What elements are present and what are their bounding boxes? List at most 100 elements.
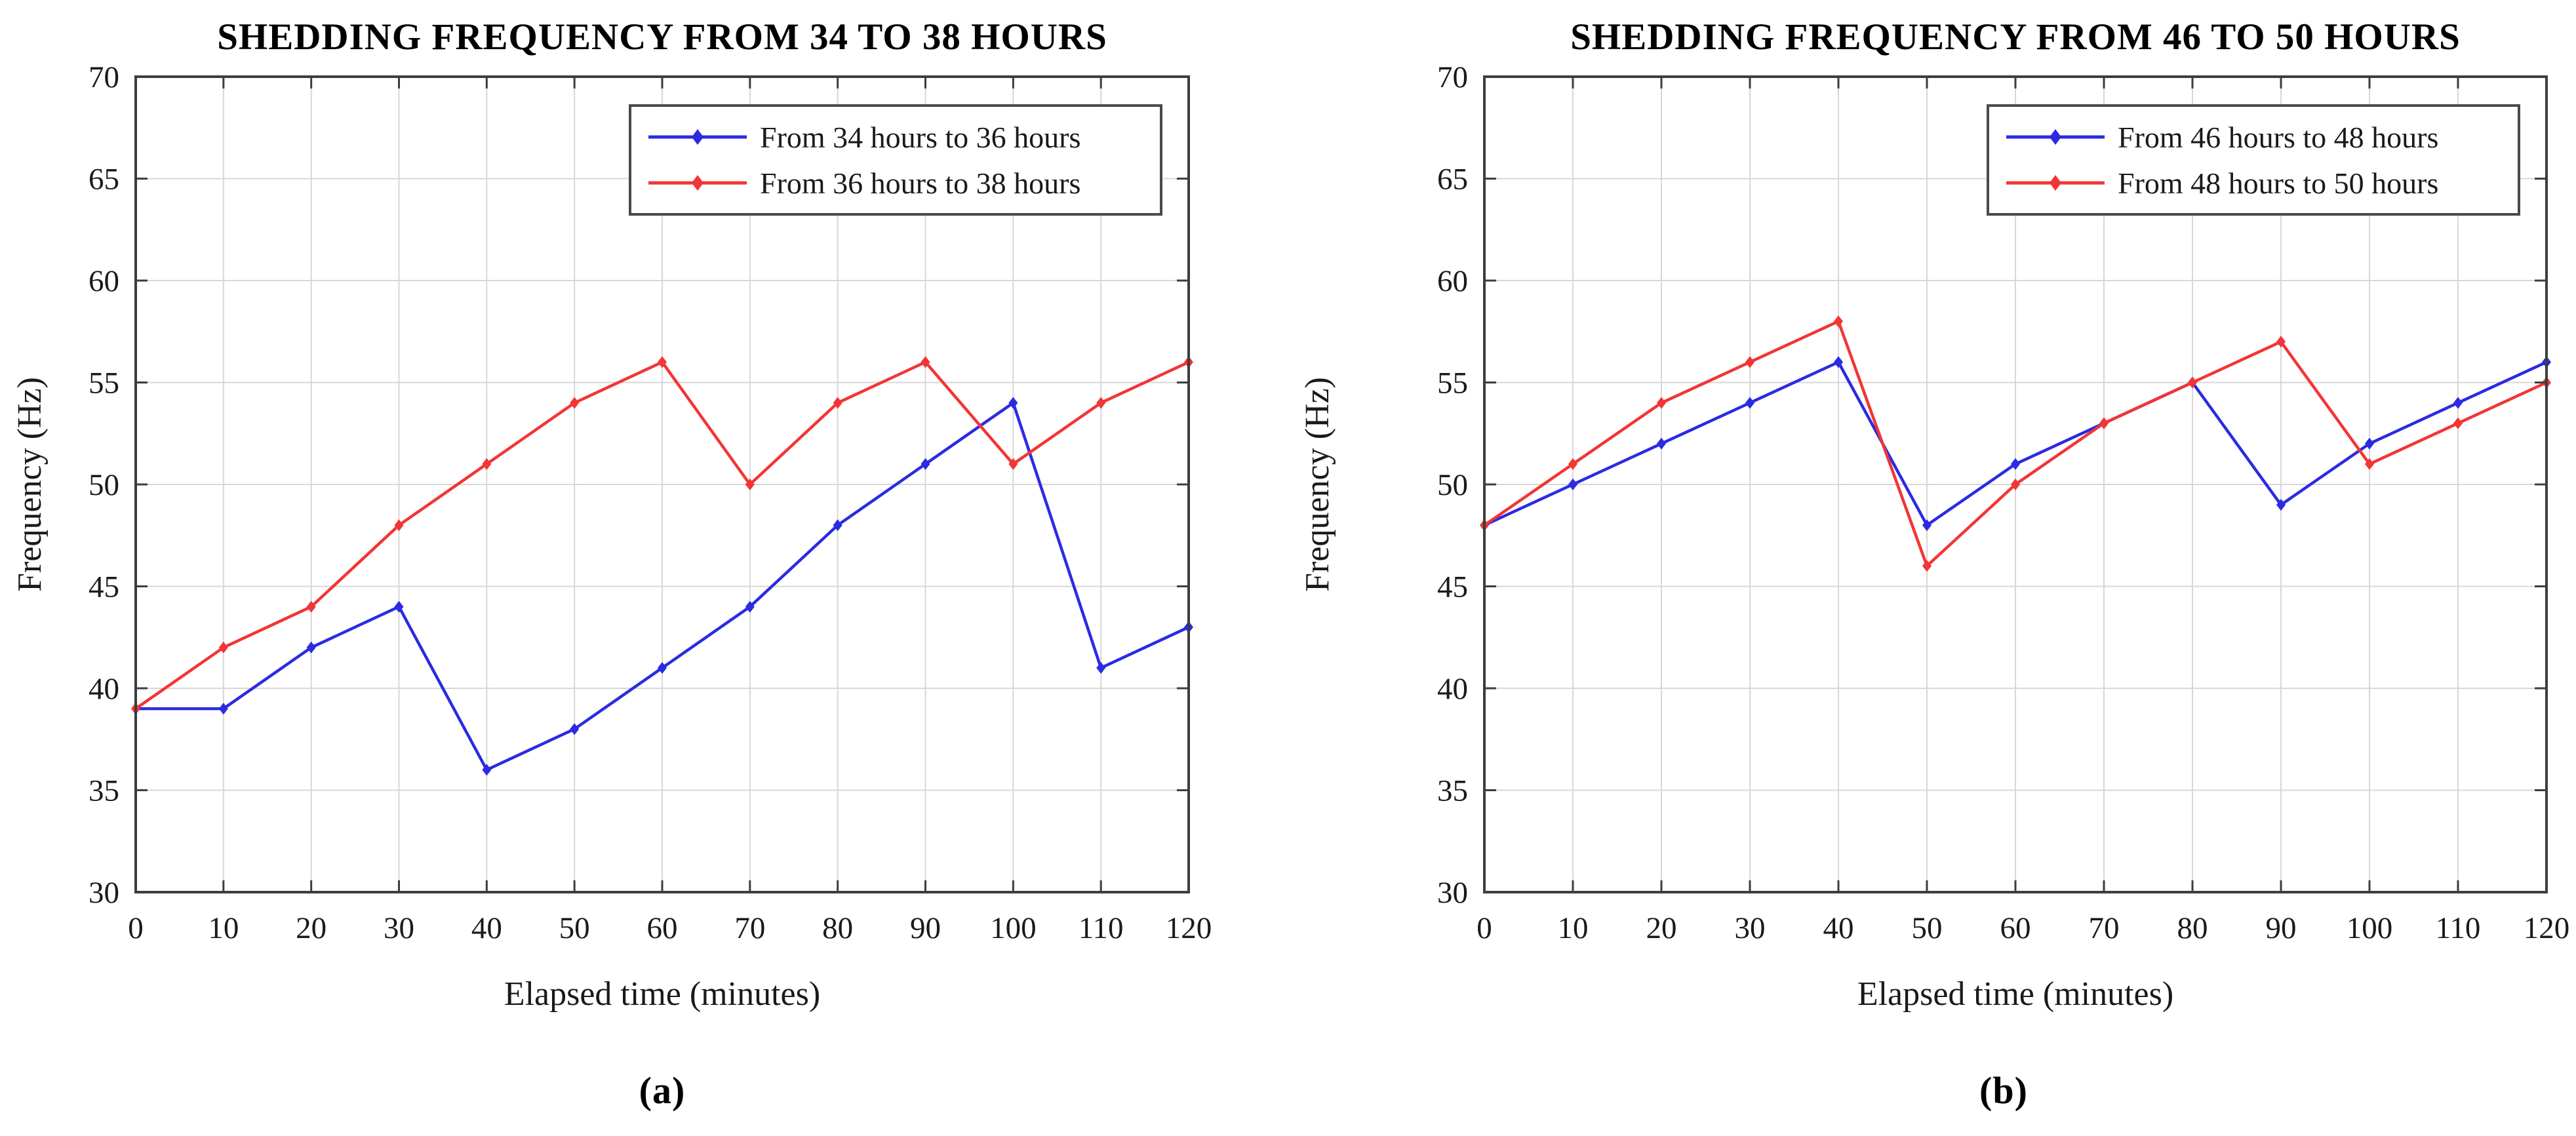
tick-labels: 30 35 40 45 50 55 60 65 70 0 10 20 30 40 50 60 70 80 90 100…: [89, 60, 1212, 945]
data-point-marker: [1657, 397, 1666, 409]
data-point-marker: [1657, 437, 1666, 450]
data-point-marker: [2365, 458, 2374, 470]
y-tick-label: 40: [1437, 672, 1468, 706]
data-point-marker: [1922, 519, 1932, 532]
y-axis-label: Frequency (Hz): [11, 377, 49, 592]
x-tick-label: 110: [2436, 911, 2481, 945]
x-tick-label: 20: [296, 911, 327, 945]
data-point-marker: [1834, 356, 1843, 368]
data-point-marker: [833, 397, 842, 409]
chart-title: SHEDDING FREQUENCY FROM 34 TO 38 HOURS: [217, 16, 1107, 58]
data-point-marker: [218, 641, 228, 654]
x-tick-label: 70: [2089, 911, 2120, 945]
data-point-marker: [2011, 458, 2020, 470]
x-tick-label: 100: [2347, 911, 2393, 945]
y-tick-label: 55: [89, 366, 119, 401]
data-point-marker: [570, 397, 580, 409]
x-tick-label: 100: [990, 911, 1037, 945]
legend: From 34 hours to 36 hours From 36 hours t…: [629, 104, 1162, 216]
data-point-marker: [921, 356, 930, 368]
y-tick-label: 35: [1437, 774, 1468, 808]
data-point-marker: [2453, 397, 2463, 409]
data-point-marker: [745, 479, 755, 490]
data-point-marker: [2365, 437, 2374, 450]
x-tick-label: 0: [128, 911, 144, 945]
y-tick-label: 50: [1437, 468, 1468, 502]
x-tick-label: 120: [2524, 911, 2570, 945]
data-point-marker: [570, 723, 580, 735]
legend-marker-icon: [2050, 129, 2061, 145]
x-tick-label: 60: [647, 911, 678, 945]
data-point-marker: [482, 764, 492, 776]
x-tick-label: 80: [822, 911, 853, 945]
data-point-marker: [1922, 560, 1932, 572]
x-tick-label: 0: [1476, 911, 1492, 945]
data-point-marker: [306, 600, 316, 613]
data-point-marker: [921, 458, 930, 470]
x-tick-label: 120: [1166, 911, 1212, 945]
legend: From 46 hours to 48 hours From 48 hours t…: [1987, 104, 2520, 216]
legend-entry-label: From 48 hours to 50 hours: [2118, 166, 2438, 200]
axes-frame: [134, 75, 1190, 893]
data-point-marker: [745, 600, 755, 613]
caption-b: (b): [1979, 1069, 2028, 1112]
data-point-marker: [306, 641, 316, 654]
y-tick-label: 45: [1437, 570, 1468, 604]
legend-marker-icon: [692, 175, 703, 191]
x-axis-label: Elapsed time (minutes): [504, 975, 820, 1013]
y-tick-label: 45: [89, 570, 119, 604]
x-tick-label: 20: [1646, 911, 1677, 945]
data-point-marker: [2276, 336, 2286, 348]
x-tick-label: 60: [2000, 911, 2031, 945]
x-tick-label: 90: [910, 911, 941, 945]
series-red-line: [1480, 315, 2551, 572]
x-tick-label: 30: [384, 911, 414, 945]
series-blue-line: [131, 397, 1193, 776]
x-tick-label: 10: [1558, 911, 1589, 945]
data-point-marker: [1096, 661, 1106, 674]
y-tick-label: 60: [89, 264, 119, 298]
chart-panel-a: 30 35 40 45 50 55 60 65 70 0 10 20 30 40 50 60 70 80 90 100…: [11, 16, 1212, 1112]
x-tick-label: 40: [1823, 911, 1854, 945]
data-point-marker: [394, 600, 404, 613]
x-tick-label: 80: [2177, 911, 2208, 945]
y-tick-label: 30: [89, 876, 119, 910]
data-point-marker: [658, 661, 667, 674]
caption-a: (a): [639, 1069, 686, 1112]
y-tick-label: 70: [1437, 60, 1468, 94]
data-point-marker: [1008, 458, 1018, 470]
x-tick-label: 70: [734, 911, 765, 945]
chart-panel-b: 30 35 40 45 50 55 60 65 70 0 10 20 30 40 50 60 70 80 90 100…: [1288, 0, 2575, 1136]
data-point-marker: [2011, 479, 2020, 490]
y-tick-label: 40: [89, 672, 119, 706]
y-tick-label: 65: [89, 163, 119, 197]
data-point-marker: [1008, 397, 1018, 409]
y-tick-label: 65: [1437, 163, 1468, 197]
data-point-marker: [2099, 417, 2109, 429]
legend-entry-label: From 46 hours to 48 hours: [2118, 121, 2438, 154]
data-point-marker: [1834, 315, 1843, 328]
line-chart-b: 30 35 40 45 50 55 60 65 70 0 10 20 30 40 50 60 70 80 90 100…: [1299, 16, 2569, 1013]
y-tick-label: 50: [89, 468, 119, 502]
legend-box: [629, 104, 1162, 216]
data-point-marker: [482, 458, 492, 470]
data-point-marker: [2276, 499, 2286, 511]
y-tick-label: 55: [1437, 366, 1468, 401]
x-tick-label: 50: [559, 911, 590, 945]
y-tick-label: 60: [1437, 264, 1468, 298]
x-tick-label: 50: [1912, 911, 1943, 945]
data-point-marker: [1745, 397, 1754, 409]
x-axis-label: Elapsed time (minutes): [1857, 975, 2173, 1013]
legend-entry-label: From 36 hours to 38 hours: [760, 166, 1080, 200]
y-axis-label: Frequency (Hz): [1299, 377, 1336, 592]
x-tick-label: 110: [1079, 911, 1124, 945]
x-tick-label: 40: [471, 911, 502, 945]
data-point-marker: [658, 356, 667, 368]
series-red-line: [131, 356, 1193, 715]
data-point-marker: [394, 519, 404, 532]
line-chart-a: 30 35 40 45 50 55 60 65 70 0 10 20 30 40 50 60 70 80 90 100…: [11, 16, 1212, 1013]
data-point-marker: [1568, 479, 1577, 490]
tick-labels: 30 35 40 45 50 55 60 65 70 0 10 20 30 40 50 60 70 80 90 100…: [1437, 60, 2569, 945]
y-tick-label: 30: [1437, 876, 1468, 910]
x-tick-label: 10: [208, 911, 239, 945]
